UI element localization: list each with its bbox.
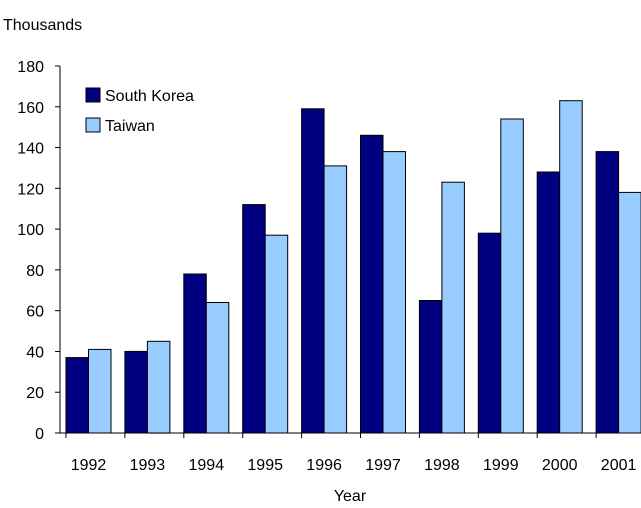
y-tick-label-120: 120 (17, 181, 44, 198)
bar-taiwan-2001 (618, 191, 641, 434)
bar-south-korea-1998 (418, 300, 443, 434)
bar-taiwan-1997 (382, 151, 406, 434)
x-tick-label-1998: 1998 (424, 457, 460, 474)
x-tick-label-2001: 2001 (601, 457, 637, 474)
bar-taiwan-2000 (559, 100, 583, 434)
x-ticks-group: 1992 1993 1994 1995 1996 1997 1998 1999 2000 2001 (65, 433, 637, 474)
x-tick-label-1999: 1999 (483, 457, 519, 474)
bar-south-korea-1992 (65, 357, 89, 434)
y-tick-label-100: 100 (17, 222, 44, 239)
y-tick-label-140: 140 (17, 141, 44, 158)
bar-taiwan-1994 (205, 302, 230, 434)
bar-taiwan-1999 (500, 118, 524, 434)
bar-taiwan-1995 (264, 234, 289, 434)
legend: South Korea Taiwan (85, 87, 194, 135)
x-axis-title: Year (334, 488, 367, 505)
bar-taiwan-1996 (323, 165, 348, 434)
bar-south-korea-2001 (595, 151, 620, 434)
y-tick-label-0: 0 (35, 426, 44, 443)
x-tick-label-1995: 1995 (247, 457, 283, 474)
bar-taiwan-1998 (441, 181, 465, 434)
legend-swatch-south-korea (85, 87, 101, 103)
y-tick-label-20: 20 (26, 385, 44, 402)
bar-taiwan-1992 (88, 348, 112, 434)
bars-group (65, 100, 641, 434)
x-tick-label-1992: 1992 (71, 457, 107, 474)
x-tick-label-1996: 1996 (306, 457, 342, 474)
y-tick-label-40: 40 (26, 344, 44, 361)
y-tick-label-160: 160 (17, 100, 44, 117)
y-tick-label-80: 80 (26, 263, 44, 280)
x-tick-label-1997: 1997 (365, 457, 401, 474)
bar-south-korea-2000 (536, 171, 561, 434)
bar-south-korea-1996 (301, 108, 325, 434)
axes-group (59, 66, 641, 434)
legend-label-south-korea: South Korea (105, 88, 194, 105)
bar-taiwan-1993 (146, 340, 171, 434)
y-unit-label: Thousands (3, 17, 82, 34)
bar-south-korea-1995 (242, 204, 266, 434)
bar-south-korea-1994 (183, 273, 207, 434)
bar-south-korea-1997 (360, 134, 384, 434)
x-tick-label-1994: 1994 (189, 457, 225, 474)
y-ticks-group: 0 20 40 60 80 100 120 140 160 180 (17, 59, 60, 443)
y-tick-label-180: 180 (17, 59, 44, 76)
x-tick-label-2000: 2000 (542, 457, 578, 474)
legend-label-taiwan: Taiwan (105, 118, 155, 135)
x-tick-label-1993: 1993 (130, 457, 166, 474)
bar-south-korea-1993 (124, 350, 148, 434)
bar-south-korea-1999 (477, 232, 502, 434)
y-tick-label-60: 60 (26, 304, 44, 321)
legend-swatch-taiwan (85, 117, 101, 133)
